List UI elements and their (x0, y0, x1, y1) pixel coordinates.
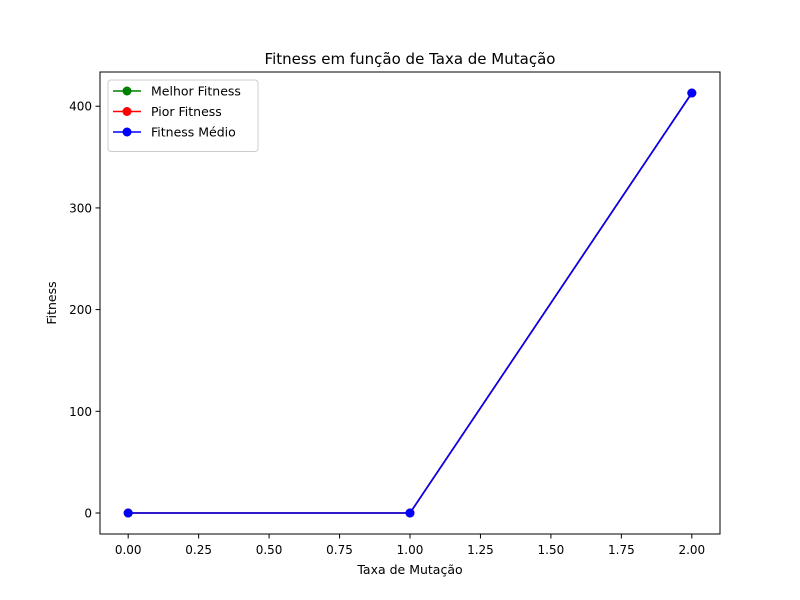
data-point-fitness-m-dio (123, 508, 133, 518)
x-axis-label: Taxa de Mutação (356, 562, 462, 577)
data-point-fitness-m-dio (405, 508, 415, 518)
y-tick-label: 400 (69, 100, 92, 114)
y-tick-label: 300 (69, 201, 92, 215)
x-tick-label: 0.50 (256, 543, 283, 557)
x-tick-label: 1.00 (397, 543, 424, 557)
legend-marker (122, 86, 132, 96)
series-line-pior-fitness (128, 92, 693, 514)
legend-marker (122, 107, 132, 116)
series-line-melhor-fitness (128, 92, 693, 514)
x-tick-label: 1.25 (467, 543, 494, 557)
x-tick-label: 0.25 (185, 543, 212, 557)
legend-label: Melhor Fitness (151, 84, 241, 99)
x-tick-label: 0.75 (326, 543, 353, 557)
data-point-fitness-m-dio (687, 88, 697, 98)
legend-label: Fitness Médio (151, 125, 236, 140)
x-tick-label: 0.00 (115, 543, 142, 557)
x-tick-label: 1.75 (608, 543, 635, 557)
y-tick-label: 100 (69, 405, 92, 419)
legend: Melhor Fitness Pior Fitness Fitness Médio (107, 79, 259, 152)
legend-marker (122, 127, 132, 137)
y-axis-ticks: 0 100 200 300 400 (69, 100, 100, 521)
legend-box (107, 79, 259, 152)
y-tick-label: 200 (69, 303, 92, 317)
y-tick-label: 0 (84, 507, 92, 521)
plot-area (123, 88, 697, 518)
x-tick-label: 1.50 (538, 543, 565, 557)
legend-label: Pior Fitness (151, 104, 222, 119)
x-tick-label: 2.00 (678, 543, 705, 557)
x-axis-ticks: 0.00 0.25 0.50 0.75 1.00 1.25 1.50 1.75 2.00 (115, 534, 705, 557)
y-axis-label: Fitness (44, 281, 59, 324)
chart-title: Fitness em função de Taxa de Mutação (265, 50, 556, 68)
series-line-fitness-m-dio (128, 92, 693, 514)
